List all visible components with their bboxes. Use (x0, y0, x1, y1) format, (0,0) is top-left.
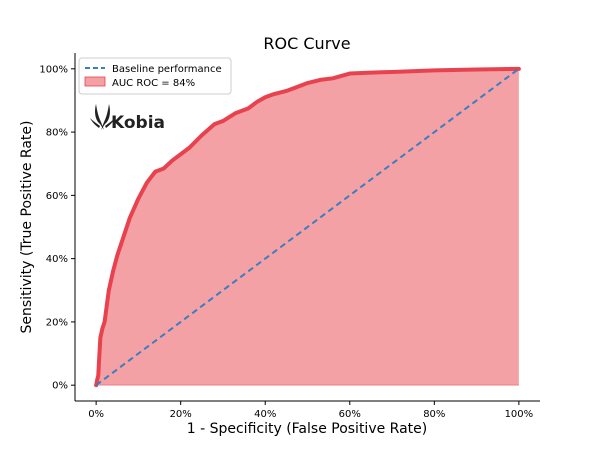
y-tick-label: 0% (52, 381, 68, 392)
x-tick-label: 100% (505, 409, 534, 420)
y-tick-label: 20% (46, 317, 68, 328)
chart-title: ROC Curve (263, 34, 350, 53)
roc-curve-line (94, 66, 521, 388)
x-tick-label: 0% (88, 409, 104, 420)
legend-box (78, 57, 232, 95)
y-tick-label: 80% (46, 128, 68, 139)
y-tick-label: 100% (39, 64, 68, 75)
baseline-line (95, 68, 520, 386)
legend-auc-swatch (84, 76, 106, 87)
x-tick-label: 60% (339, 409, 361, 420)
y-tick-label: 60% (46, 191, 68, 202)
legend-auc-label: AUC ROC = 84% (112, 78, 195, 89)
x-axis-label: 1 - Specificity (False Positive Rate) (187, 421, 428, 437)
kobia-logo: Kobia (90, 104, 165, 133)
logo-text: Kobia (111, 113, 165, 133)
x-tick-label: 80% (423, 409, 445, 420)
ticks-layer: 0% 20% 40% 60% 80% 100% 0% 20% 40% 60% 80% 100% (39, 64, 533, 420)
axes-layer (74, 53, 540, 402)
legend-baseline-label: Baseline performance (112, 64, 222, 75)
legend: Baseline performance AUC ROC = 84% (78, 57, 232, 95)
baseline-layer (95, 68, 520, 386)
x-tick-label: 40% (254, 409, 276, 420)
antelope-horns-icon (90, 104, 115, 130)
y-tick-label: 40% (46, 254, 68, 265)
x-tick-label: 20% (170, 409, 192, 420)
y-axis-label: Sensitivity (True Positive Rate) (19, 121, 35, 334)
